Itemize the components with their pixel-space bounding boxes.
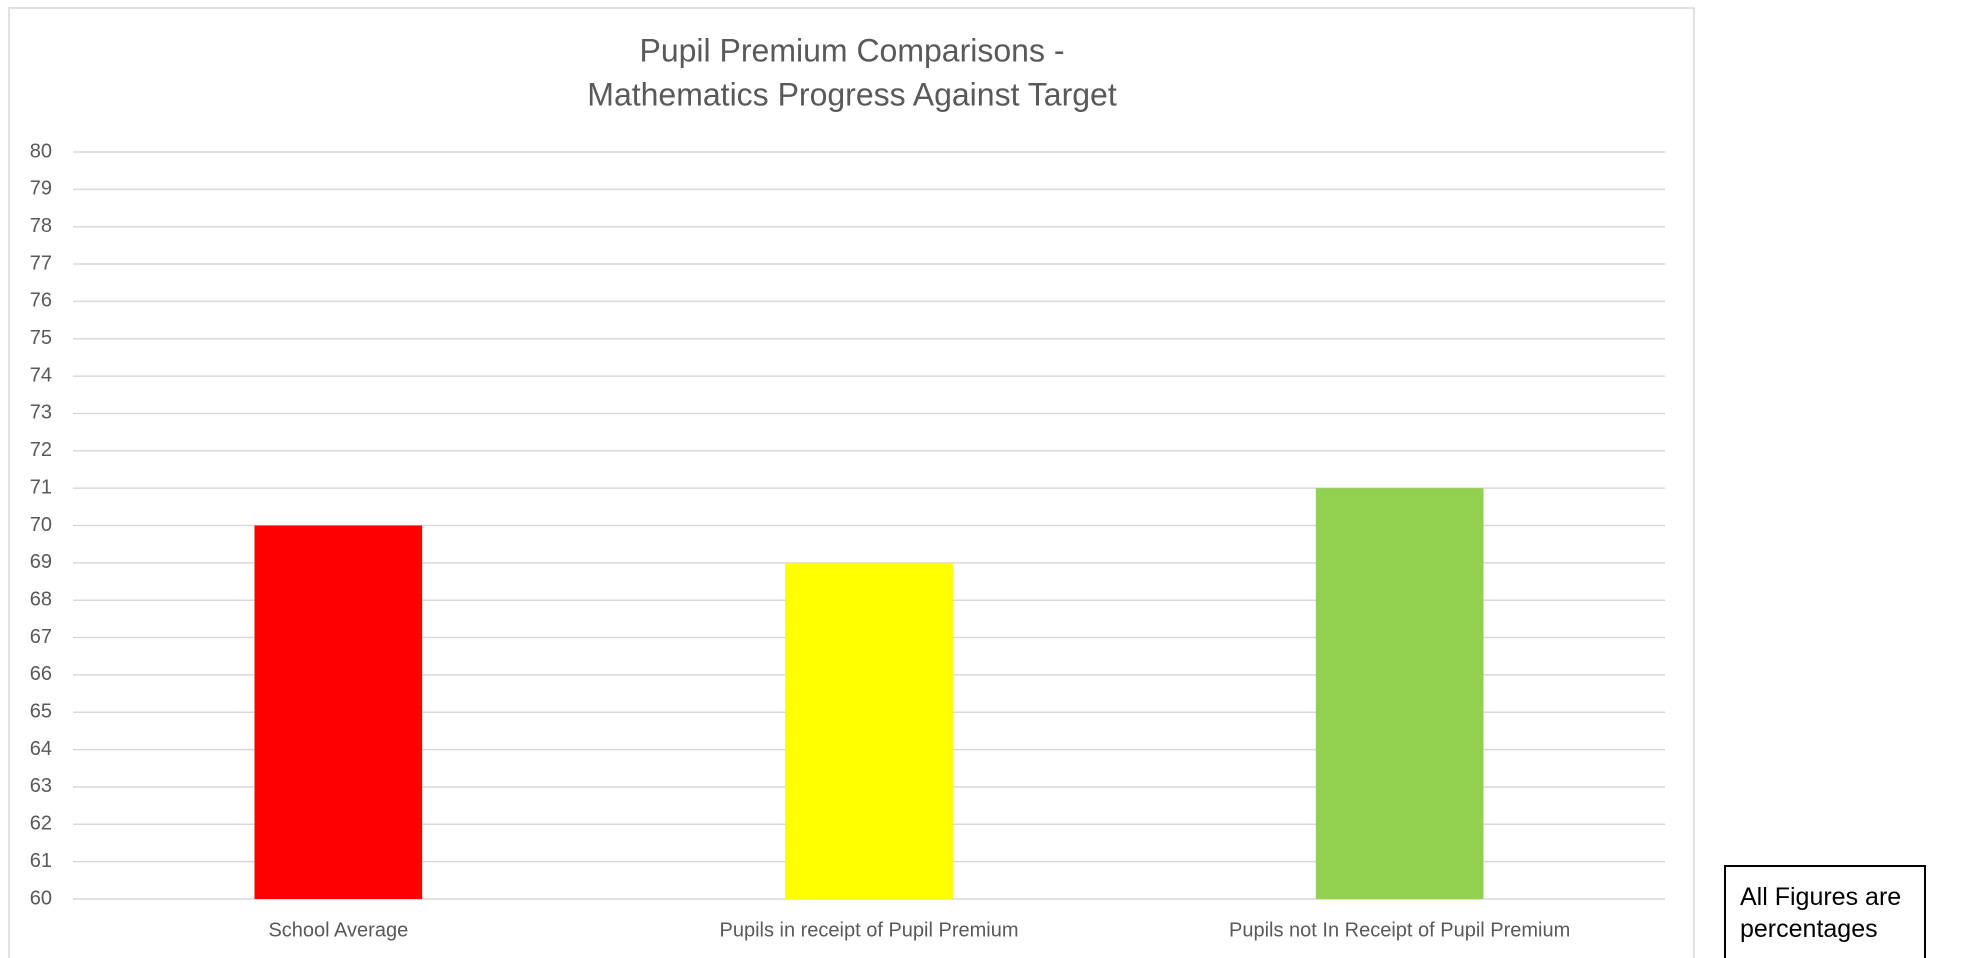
y-tick-label: 76 (30, 290, 52, 312)
chart: Pupil Premium Comparisons - Mathematics … (8, 7, 1695, 958)
y-tick-label: 73 (30, 402, 52, 424)
y-tick-label: 70 (30, 514, 52, 536)
y-tick-label: 60 (30, 887, 52, 909)
y-tick-label: 80 (30, 140, 52, 162)
annotation: All Figures are percentages (1724, 865, 1926, 958)
y-tick-label: 66 (30, 663, 52, 685)
bar (1315, 488, 1484, 899)
y-tick-label: 71 (30, 476, 52, 498)
y-tick-label: 61 (30, 850, 52, 872)
chart-title: Pupil Premium Comparisons - (639, 32, 1064, 68)
x-tick-label: School Average (268, 919, 408, 941)
y-tick-label: 77 (30, 252, 52, 274)
y-tick-label: 63 (30, 775, 52, 797)
chart-title: Mathematics Progress Against Target (587, 76, 1117, 112)
y-tick-label: 62 (30, 813, 52, 835)
y-tick-label: 69 (30, 551, 52, 573)
y-tick-label: 65 (30, 701, 52, 723)
y-tick-label: 78 (30, 215, 52, 237)
y-tick-label: 68 (30, 588, 52, 610)
y-tick-label: 75 (30, 327, 52, 349)
bar (254, 525, 423, 899)
x-tick-label: Pupils in receipt of Pupil Premium (719, 919, 1018, 941)
y-tick-label: 79 (30, 178, 52, 200)
y-tick-label: 74 (30, 364, 52, 386)
y-tick-label: 67 (30, 626, 52, 648)
y-tick-label: 64 (30, 738, 52, 760)
bar (785, 562, 953, 899)
y-tick-label: 72 (30, 439, 52, 461)
x-tick-label: Pupils not In Receipt of Pupil Premium (1229, 919, 1570, 941)
